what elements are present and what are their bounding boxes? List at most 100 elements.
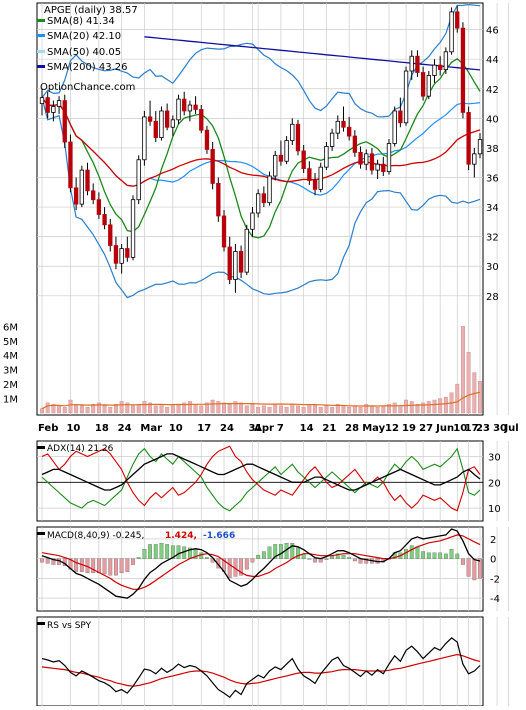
volume-bar-2 xyxy=(51,404,56,414)
volume-bar-11 xyxy=(102,405,107,414)
macd-hist-bar-67 xyxy=(421,551,426,559)
volume-bar-20 xyxy=(153,405,158,414)
macd-hist-bar-16 xyxy=(131,558,135,565)
macd-hist-bar-21 xyxy=(159,543,164,559)
volume-panel: 6M 5M 4M 3M 2M 1M xyxy=(3,322,482,414)
volume-bar-67 xyxy=(421,402,426,414)
macd-hist-bar-23 xyxy=(170,545,175,559)
volume-bar-65 xyxy=(409,401,414,414)
macd-hist-bar-19 xyxy=(148,544,152,559)
volume-bar-14 xyxy=(119,401,124,414)
volume-bar-16 xyxy=(131,405,135,414)
volume-bar-45 xyxy=(296,405,300,414)
volume-bar-17 xyxy=(136,404,141,414)
volume-bar-25 xyxy=(182,402,187,414)
volume-bar-1 xyxy=(45,402,50,414)
macd-hist-bar-39 xyxy=(261,551,266,559)
macd-hist-bar-72 xyxy=(449,548,454,559)
x-label-8: 31 xyxy=(248,423,262,434)
volume-bar-13 xyxy=(113,404,118,414)
volume-bar-75 xyxy=(466,352,471,414)
candle-body-43 xyxy=(284,140,289,162)
candle-body-54 xyxy=(347,126,352,137)
volume-bar-29 xyxy=(204,402,209,414)
candle-body-16 xyxy=(130,199,136,258)
x-label-12: 21 xyxy=(322,423,336,434)
macd-hist-bar-76 xyxy=(472,558,477,581)
macd-hist-bar-2 xyxy=(51,558,56,565)
volume-average-line xyxy=(41,391,481,410)
symbol-label: APGE (daily) 38.57 xyxy=(44,5,138,16)
x-label-10: 7 xyxy=(277,423,284,434)
volume-bar-77 xyxy=(478,381,482,414)
volume-tick-2: 4M xyxy=(3,351,18,362)
candle-body-63 xyxy=(398,110,403,124)
candle-body-62 xyxy=(392,110,397,144)
volume-bar-23 xyxy=(170,405,175,414)
x-label-14: May xyxy=(362,423,385,434)
volume-bar-9 xyxy=(91,404,96,414)
volume-bar-68 xyxy=(426,401,431,414)
adx-tick-2: 10 xyxy=(488,504,501,515)
x-label-2: 18 xyxy=(95,423,109,434)
volume-bar-39 xyxy=(261,405,266,414)
macd-hist-bar-55 xyxy=(352,558,357,562)
macd-hist-bar-66 xyxy=(415,546,420,559)
volume-bar-6 xyxy=(74,404,79,414)
volume-bar-37 xyxy=(250,404,255,414)
volume-bar-46 xyxy=(301,407,306,414)
adx-panel: 30 20 10 xyxy=(41,445,501,515)
adx-label: ADX(14) 21.26 xyxy=(47,444,114,454)
candle-body-49 xyxy=(318,166,323,190)
volume-bar-21 xyxy=(159,404,164,414)
macd-swatch xyxy=(37,532,45,535)
volume-bar-35 xyxy=(239,402,244,414)
legend-sma200: SMA(200) 43.26 xyxy=(47,62,128,73)
macd-tick-3: -4 xyxy=(490,594,500,605)
candle-body-47 xyxy=(307,168,312,181)
macd-hist-bar-42 xyxy=(278,544,283,559)
volume-bar-52 xyxy=(335,404,340,414)
macd-hist-bar-14 xyxy=(119,558,124,574)
volume-bar-7 xyxy=(79,405,84,414)
sma50-line xyxy=(41,97,481,187)
candle-body-17 xyxy=(136,159,141,201)
macd-hist-bar-57 xyxy=(364,558,369,564)
volume-bar-15 xyxy=(125,402,130,414)
candle-body-44 xyxy=(290,123,295,141)
volume-tick-3: 3M xyxy=(3,366,18,377)
volume-bar-36 xyxy=(244,405,249,414)
candle-body-22 xyxy=(164,110,170,128)
macd-hist-bar-24 xyxy=(176,545,181,559)
volume-bar-63 xyxy=(398,405,403,414)
volume-bar-50 xyxy=(324,405,329,414)
volume-bar-30 xyxy=(210,399,215,414)
macd-hist-label: -1.666 xyxy=(203,531,235,541)
macd-hist-bar-20 xyxy=(153,544,158,559)
x-label-3: 24 xyxy=(118,423,132,434)
macd-signal-label: 1.424, xyxy=(165,531,197,541)
candle-body-67 xyxy=(420,72,426,97)
volume-bar-19 xyxy=(148,402,153,414)
macd-hist-bar-37 xyxy=(250,558,255,563)
volume-bar-4 xyxy=(62,407,67,414)
candle-body-57 xyxy=(364,153,369,165)
macd-hist-bar-17 xyxy=(136,557,141,559)
macd-hist-bar-35 xyxy=(239,558,244,576)
candle-body-10 xyxy=(96,199,102,215)
macd-hist-bar-41 xyxy=(273,544,278,559)
adx-tick-1: 20 xyxy=(488,478,501,489)
macd-hist-bar-11 xyxy=(102,558,107,575)
candle-body-68 xyxy=(426,75,431,97)
adx-plus-di-line xyxy=(41,447,481,512)
candle-body-6 xyxy=(73,187,79,205)
macd-hist-bar-0 xyxy=(40,558,44,563)
volume-tick-0: 6M xyxy=(3,322,18,333)
volume-bar-33 xyxy=(227,404,232,414)
candle-body-48 xyxy=(312,180,318,190)
candle-body-61 xyxy=(386,143,392,172)
candle-body-33 xyxy=(227,246,232,280)
sma8-line xyxy=(41,57,481,239)
price-tick-0: 46 xyxy=(486,26,499,37)
